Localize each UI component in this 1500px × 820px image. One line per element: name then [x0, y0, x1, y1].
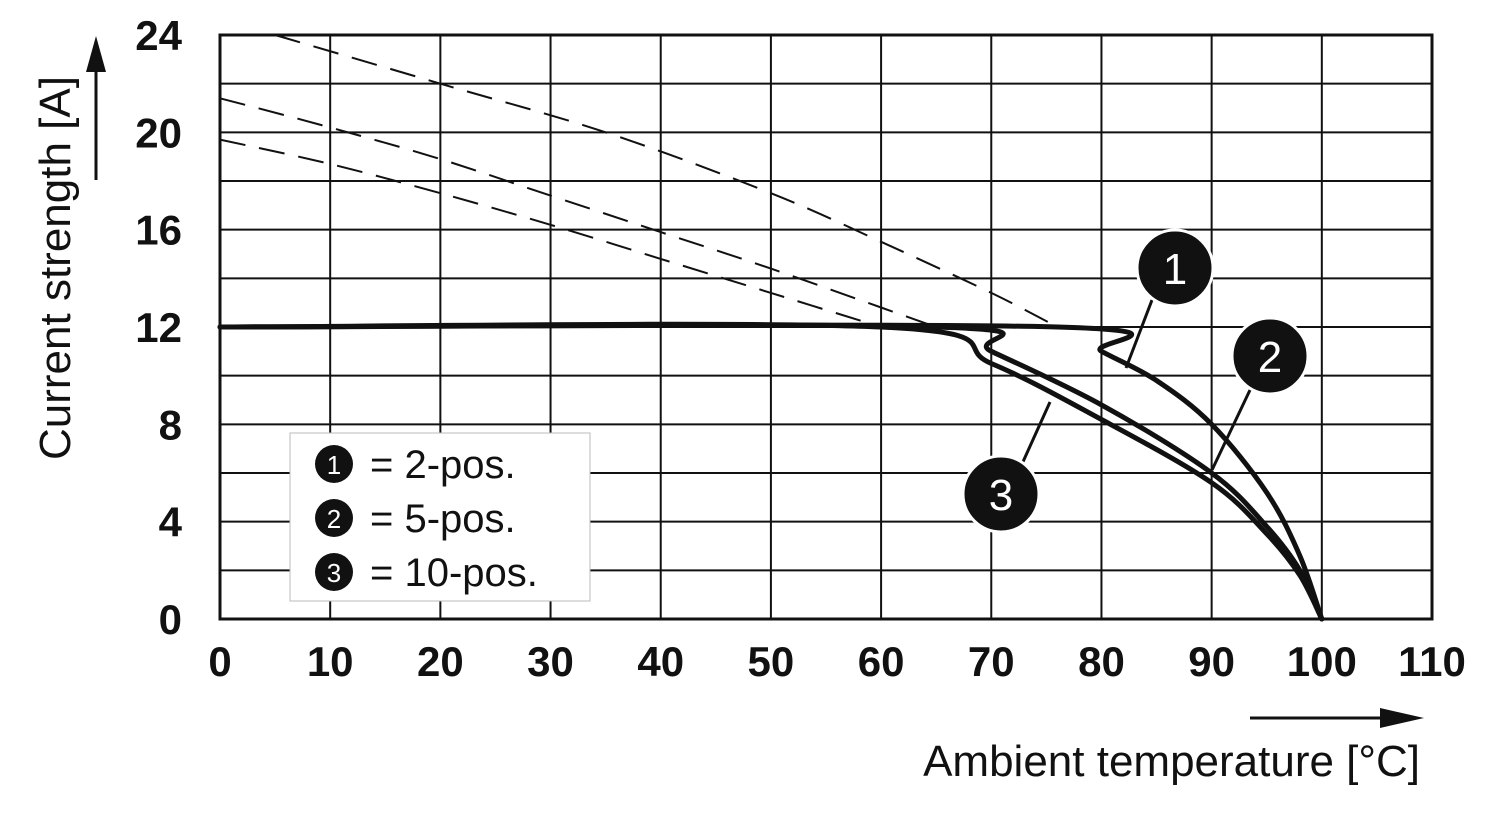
legend-marker-2: 2 — [327, 504, 341, 534]
y-axis-title: Current strength [A] — [31, 76, 80, 460]
x-axis-arrowhead — [1380, 708, 1424, 728]
legend-label-2: = 5-pos. — [370, 497, 516, 541]
curve-marker-2: 2 — [1230, 316, 1310, 396]
x-tick-10: 10 — [307, 638, 354, 685]
x-tick-50: 50 — [748, 638, 795, 685]
x-tick-90: 90 — [1188, 638, 1235, 685]
x-tick-40: 40 — [637, 638, 684, 685]
curve-markers: 1 2 3 — [961, 228, 1310, 534]
x-tick-80: 80 — [1078, 638, 1125, 685]
curve-marker-3: 3 — [961, 454, 1041, 534]
x-tick-100: 100 — [1287, 638, 1357, 685]
legend-marker-1: 1 — [327, 450, 341, 480]
y-tick-8: 8 — [159, 401, 182, 448]
legend-marker-3: 3 — [327, 558, 341, 588]
y-tick-4: 4 — [159, 499, 183, 546]
legend: 1 = 2-pos. 2 = 5-pos. 3 = 10-pos. — [289, 432, 591, 602]
curve-marker-1: 1 — [1135, 228, 1215, 308]
x-tick-70: 70 — [968, 638, 1015, 685]
series-1-dashed-line — [274, 34, 1058, 328]
y-tick-labels: 0 4 8 12 16 20 24 — [135, 12, 182, 643]
y-tick-24: 24 — [135, 12, 182, 59]
legend-entry-2: 2 = 5-pos. — [315, 497, 516, 541]
series-3-dashed-line — [219, 138, 882, 328]
x-tick-0: 0 — [208, 638, 231, 685]
y-axis-arrowhead — [86, 36, 106, 72]
x-tick-20: 20 — [417, 638, 464, 685]
y-tick-16: 16 — [135, 207, 182, 254]
marker-3-leader — [1020, 401, 1052, 465]
x-tick-60: 60 — [858, 638, 905, 685]
curve-marker-1-label: 1 — [1163, 245, 1187, 294]
y-tick-0: 0 — [159, 596, 182, 643]
series-3-solid-line — [217, 321, 1325, 622]
x-tick-labels: 0 10 20 30 40 50 60 70 80 90 100 110 — [208, 638, 1466, 685]
x-tick-110: 110 — [1398, 638, 1466, 685]
y-axis-title-group: Current strength [A] — [31, 36, 106, 460]
y-tick-12: 12 — [135, 304, 182, 351]
x-axis-title: Ambient temperature [°C] — [923, 737, 1420, 786]
series-2-dashed-line — [219, 97, 937, 328]
x-axis-title-group: Ambient temperature [°C] — [923, 708, 1424, 786]
legend-label-1: = 2-pos. — [370, 443, 516, 487]
x-tick-30: 30 — [527, 638, 574, 685]
marker-2-leader — [1210, 389, 1252, 471]
y-tick-20: 20 — [135, 109, 182, 156]
legend-entry-3: 3 = 10-pos. — [315, 551, 538, 595]
curves — [217, 34, 1325, 622]
curve-marker-2-label: 2 — [1258, 333, 1282, 382]
curve-marker-3-label: 3 — [989, 471, 1013, 520]
legend-entry-1: 1 = 2-pos. — [315, 443, 516, 487]
marker-1-leader — [1124, 299, 1154, 369]
grid — [218, 33, 1434, 621]
legend-label-3: = 10-pos. — [370, 551, 538, 595]
